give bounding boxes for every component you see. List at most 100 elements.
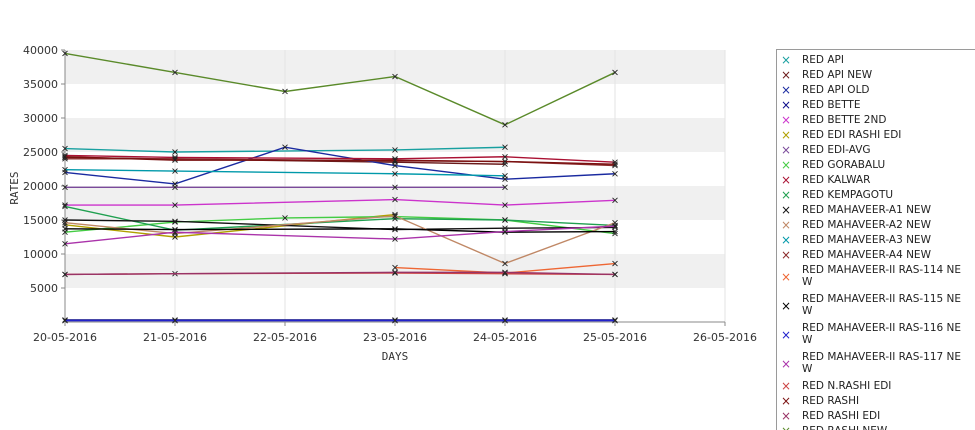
legend-marker-icon: × <box>780 425 792 430</box>
data-point <box>502 317 508 324</box>
legend-marker-icon: × <box>780 68 792 82</box>
y-axis-label: RATES <box>8 171 21 204</box>
data-point <box>282 88 288 95</box>
data-point <box>392 147 398 153</box>
x-tick-label: 26-05-2016 <box>693 331 757 344</box>
legend-label: RED MAHAVEER-II RAS-116 NEW <box>802 322 962 346</box>
legend-marker-icon: × <box>780 128 792 142</box>
data-point <box>392 73 398 80</box>
series-red-edi-avg <box>62 184 508 191</box>
legend-marker-icon: × <box>780 173 792 187</box>
legend-marker-icon: × <box>780 188 792 202</box>
x-tick-label: 20-05-2016 <box>33 331 97 344</box>
data-point <box>392 236 398 242</box>
series-red-api <box>62 144 508 155</box>
legend-marker-icon: × <box>780 394 792 408</box>
data-point <box>502 202 508 208</box>
legend-marker-icon: × <box>780 98 792 112</box>
line-chart: 500010000150002000025000300003500040000 … <box>8 44 757 363</box>
y-tick-label: 40000 <box>23 44 58 57</box>
legend-marker-icon: × <box>780 233 792 247</box>
data-point <box>392 213 398 219</box>
data-point <box>502 260 508 267</box>
series-red-mahaveer-a3-new <box>62 166 508 179</box>
legend-marker-icon: × <box>780 113 792 127</box>
y-tick-labels: 5000 10000 15000 20000 25000 30000 35000 40000 <box>23 44 65 295</box>
y-tick-label: 25000 <box>23 146 58 159</box>
x-tick-labels: 20-05-2016 21-05-2016 22-05-2016 23-05-2016… <box>33 322 757 344</box>
data-point <box>612 170 618 177</box>
legend-marker-icon: × <box>780 409 792 423</box>
data-point <box>612 223 618 229</box>
legend-item: × RED BETTE <box>777 99 975 114</box>
data-point <box>502 144 508 151</box>
y-tick-label: 15000 <box>23 214 58 227</box>
legend-item: × RED API OLD <box>777 84 975 99</box>
legend-label: RED MAHAVEER-A4 NEW <box>802 249 931 261</box>
legend-marker-icon: × <box>780 218 792 232</box>
legend-label: RED KEMPAGOTU <box>802 189 894 201</box>
legend-label: RED MAHAVEER-A1 NEW <box>802 204 931 216</box>
legend-item: × RED BETTE 2ND <box>777 114 975 129</box>
legend-item: × RED MAHAVEER-A4 NEW <box>777 249 975 264</box>
data-point <box>62 219 68 226</box>
series-red-rashi <box>62 153 618 168</box>
data-point <box>392 196 398 203</box>
data-point <box>502 269 508 276</box>
legend-marker-icon: × <box>780 379 792 393</box>
data-point <box>612 317 618 324</box>
x-tick-label: 25-05-2016 <box>583 331 647 344</box>
series-line <box>64 52 616 126</box>
x-tick-label: 21-05-2016 <box>143 331 207 344</box>
legend-item: × RED RASHI NEW <box>777 425 975 430</box>
legend-marker-icon: × <box>780 203 792 217</box>
data-point <box>62 50 68 57</box>
x-axis-label: DAYS <box>382 350 409 363</box>
legend-marker-icon: × <box>780 328 792 342</box>
legend-item: × RED RASHI <box>777 395 975 410</box>
legend-label: RED MAHAVEER-II RAS-115 NEW <box>802 293 962 317</box>
legend-item: × RED MAHAVEER-A3 NEW <box>777 234 975 249</box>
data-point <box>392 226 398 232</box>
legend-item: × RED N.RASHI EDI <box>777 380 975 395</box>
data-point <box>392 157 398 163</box>
series-lines <box>62 50 618 324</box>
legend-marker-icon: × <box>780 357 792 371</box>
data-point <box>392 264 398 271</box>
series-red-mahaveer-ii-ras-115-new <box>62 226 618 236</box>
legend-label: RED N.RASHI EDI <box>802 380 892 392</box>
y-tick-label: 35000 <box>23 78 58 91</box>
data-point <box>502 184 508 191</box>
y-tick-label: 20000 <box>23 180 58 193</box>
legend-marker-icon: × <box>780 270 792 284</box>
legend-marker-icon: × <box>780 53 792 67</box>
legend-label: RED EDI-AVG <box>802 144 871 156</box>
data-point <box>612 228 618 235</box>
data-point <box>62 317 68 324</box>
x-tick-label: 22-05-2016 <box>253 331 317 344</box>
legend-item: × RED MAHAVEER-II RAS-115 NEW <box>777 293 975 322</box>
data-point <box>172 149 178 155</box>
data-point <box>282 144 288 151</box>
data-point <box>282 215 288 221</box>
data-point <box>612 69 618 76</box>
legend-label: RED KALWAR <box>802 174 871 186</box>
data-point <box>62 271 68 278</box>
legend-label: RED API NEW <box>802 69 873 81</box>
data-point <box>392 162 398 169</box>
y-tick-label: 30000 <box>23 112 58 125</box>
legend-label: RED API OLD <box>802 84 870 96</box>
data-point <box>612 161 618 168</box>
x-tick-label: 24-05-2016 <box>473 331 537 344</box>
legend-label: RED BETTE <box>802 99 861 111</box>
legend-marker-icon: × <box>780 299 792 313</box>
series-line <box>64 215 616 235</box>
legend-label: RED RASHI EDI <box>802 410 881 422</box>
data-point <box>62 145 68 152</box>
legend-label: RED MAHAVEER-A2 NEW <box>802 219 931 231</box>
legend-label: RED API <box>802 54 844 66</box>
series-red-rashi-edi <box>62 269 618 278</box>
legend-label: RED MAHAVEER-II RAS-117 NEW <box>802 351 962 375</box>
legend-marker-icon: × <box>780 158 792 172</box>
legend-marker-icon: × <box>780 83 792 97</box>
